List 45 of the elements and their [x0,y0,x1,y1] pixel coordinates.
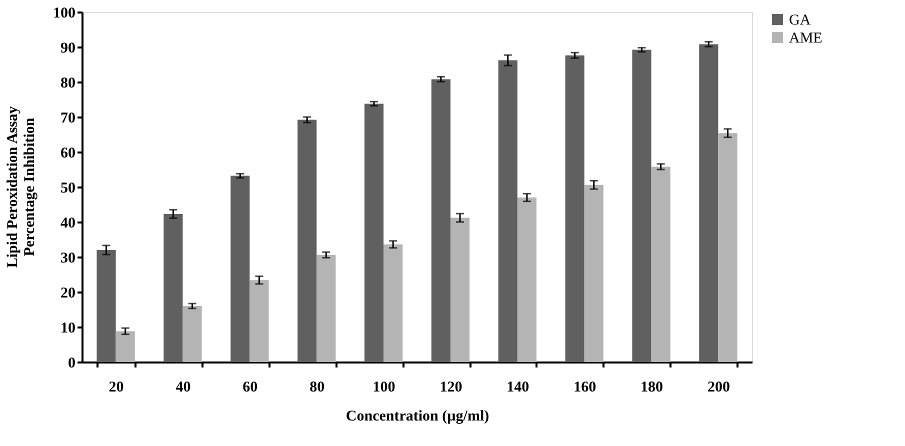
legend-label: GA [789,12,811,28]
bar [450,218,470,362]
bar [517,198,536,362]
y-tick-label: 60 [60,146,76,162]
x-tick-label: 20 [108,380,124,396]
x-axis-title: Concentration (µg/ml) [346,408,490,424]
bar [584,184,604,362]
bar [364,104,384,362]
bar [718,133,738,362]
bar [164,214,183,362]
bar [431,79,450,362]
bar [565,55,584,362]
x-tick-label: 140 [506,380,530,396]
x-tick-label: 60 [242,380,258,396]
x-tick-label: 80 [310,380,325,396]
x-tick-label: 180 [640,380,664,396]
bar [498,60,518,362]
y-tick-label: 70 [60,110,76,126]
x-tick-label: 100 [372,380,396,396]
x-tick-label: 200 [707,380,730,396]
y-tick-label: 40 [60,216,76,232]
y-tick-label: 80 [60,76,76,92]
bar [651,166,670,362]
bar [699,44,718,362]
y-tick-label: 10 [60,320,76,336]
y-tick-label: 20 [60,286,76,302]
bar [182,306,202,362]
x-tick-label: 40 [176,380,191,396]
bar [96,250,116,362]
bar [316,254,336,362]
y-tick-label: 90 [60,40,76,56]
bar [116,331,135,362]
x-tick-label: 160 [574,380,596,396]
bar [250,280,269,362]
bar [230,176,250,362]
y-tick-label: 30 [60,250,76,266]
legend-label: AME [789,30,822,46]
y-tick-label: 50 [60,180,76,196]
x-tick-label: 120 [440,380,462,396]
bar [632,50,652,362]
bar [298,120,317,362]
bar [384,244,403,362]
y-tick-label: 100 [53,6,76,22]
y-tick-label: 0 [68,356,76,372]
y-axis-title: Lipid Peroxidation Assay Percentage Inhibition [5,106,38,268]
